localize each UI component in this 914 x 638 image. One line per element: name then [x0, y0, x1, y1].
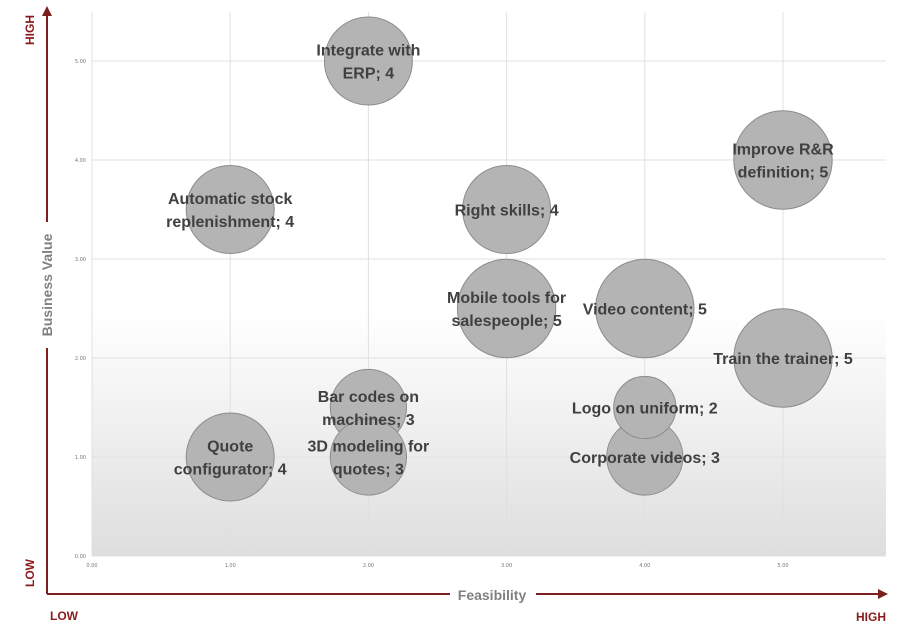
x-axis-high-label: HIGH	[856, 610, 886, 624]
x-axis-arrowhead	[878, 589, 888, 599]
x-tick-label: 1.00	[225, 563, 236, 569]
bubble	[462, 165, 552, 254]
y-tick-label: 2.00	[75, 356, 86, 362]
y-tick-label: 5.00	[75, 59, 86, 65]
y-tick-label: 4.00	[75, 158, 86, 164]
bubble	[733, 110, 833, 210]
x-axis-title: Feasibility	[458, 587, 527, 603]
bubble	[185, 165, 275, 254]
bubble	[329, 418, 408, 496]
bubble	[185, 412, 275, 502]
y-tick-label: 0.00	[75, 554, 86, 560]
x-tick-label: 3.00	[501, 563, 512, 569]
x-tick-label: 0.00	[86, 563, 97, 569]
y-axis-title: Business Value	[39, 233, 55, 336]
bubble-label: Right skills; 4	[455, 203, 559, 220]
y-axis-low-label: LOW	[23, 558, 37, 587]
x-axis-low-label: LOW	[50, 609, 79, 623]
bubble-label: Logo on uniform; 2	[572, 401, 718, 418]
y-tick-label: 3.00	[75, 257, 86, 263]
bubble-label: Automatic stock replenishment; 4	[166, 191, 294, 231]
x-tick-label: 4.00	[639, 563, 650, 569]
bubble-label: Mobile tools for salespeople; 5	[447, 290, 566, 330]
bubble	[733, 308, 833, 408]
bubble	[595, 258, 695, 359]
x-tick-label: 5.00	[777, 563, 788, 569]
bubble-label: Quote configurator; 4	[174, 439, 287, 479]
y-tick-label: 1.00	[75, 455, 86, 461]
bubble-label: Train the trainer; 5	[713, 351, 853, 368]
bubble	[456, 258, 557, 359]
bubble-label: Video content; 5	[583, 302, 707, 319]
y-axis-high-label: HIGH	[23, 15, 37, 45]
bubble-label: Integrate with ERP; 4	[316, 43, 420, 83]
bubble-label: 3D modeling for quotes; 3	[308, 439, 430, 479]
tick-labels: 0.00 1.00 2.00 3.00 4.00 5.00 0.00 1.00 2.00 3.00…	[75, 59, 789, 569]
bubble-label: Bar codes on machines; 3	[318, 389, 419, 429]
bubble-label: Improve R&R definition; 5	[732, 142, 834, 182]
bubble	[323, 16, 413, 106]
bubbles: Integrate with ERP; 4 Improve R&R definitio…	[166, 16, 853, 502]
bubble-label: Corporate videos; 3	[570, 450, 720, 467]
y-axis-arrowhead	[42, 6, 52, 16]
x-tick-label: 2.00	[363, 563, 374, 569]
axes	[42, 6, 888, 599]
bubble	[613, 375, 677, 440]
